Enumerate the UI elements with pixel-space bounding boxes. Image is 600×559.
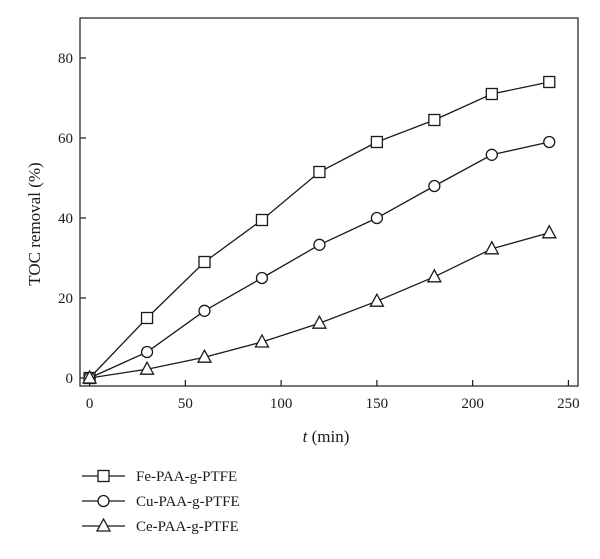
y-tick-label: 0 (66, 371, 74, 387)
series-triangle (81, 224, 557, 384)
data-point-triangle (139, 360, 155, 375)
x-axis-title: t (min) (303, 427, 350, 446)
axis-ticks: 0 50 100 150 200 250 0 20 40 60 80 (58, 51, 580, 412)
y-tick-label: 40 (58, 211, 73, 227)
legend: Fe-PAA-g-PTFE Cu-PAA-g-PTFE Ce-PAA-g-PTFE (82, 469, 240, 535)
data-point-circle (255, 271, 269, 285)
data-point-triangle (311, 314, 328, 329)
x-tick-label: 0 (86, 396, 94, 412)
series-line-square (89, 81, 550, 379)
y-axis-title: TOC removal (%) (25, 162, 44, 285)
data-point-circle (313, 238, 326, 251)
data-point-triangle (196, 348, 213, 363)
data-point-circle (543, 135, 556, 149)
legend-marker-circle (97, 494, 110, 508)
data-point-square (543, 75, 556, 89)
plot-frame (79, 17, 579, 387)
data-point-triangle (426, 268, 442, 283)
y-tick-label: 60 (58, 131, 73, 147)
legend-item-circle: Cu-PAA-g-PTFE (82, 494, 240, 510)
x-tick-label: 100 (270, 396, 293, 412)
x-axis-unit: (min) (307, 427, 349, 446)
legend-label: Ce-PAA-g-PTFE (136, 519, 239, 535)
x-tick-label: 250 (557, 396, 580, 412)
series-square (83, 75, 556, 385)
data-point-square (313, 165, 326, 179)
x-tick-label: 50 (178, 396, 193, 412)
y-tick-label: 20 (58, 291, 73, 307)
data-point-square (485, 87, 498, 101)
legend-item-triangle: Ce-PAA-g-PTFE (82, 517, 239, 535)
legend-marker-square (97, 469, 110, 483)
x-axis-variable: t (303, 427, 309, 446)
data-point-triangle (541, 224, 557, 239)
data-point-triangle (369, 292, 385, 307)
legend-item-square: Fe-PAA-g-PTFE (82, 469, 237, 485)
data-point-circle (485, 148, 498, 161)
data-point-square (198, 255, 211, 269)
data-point-triangle (484, 240, 500, 255)
data-point-square (370, 135, 384, 149)
data-point-square (428, 113, 441, 127)
data-point-circle (198, 304, 211, 317)
data-point-circle (140, 345, 154, 359)
x-tick-label: 150 (366, 396, 389, 412)
plot-border (79, 17, 579, 387)
y-tick-label: 80 (58, 51, 73, 67)
legend-label: Fe-PAA-g-PTFE (136, 469, 237, 485)
series-line-triangle (89, 232, 550, 379)
data-point-triangle (254, 333, 270, 348)
data-point-square (140, 311, 154, 325)
data-point-triangle (81, 369, 98, 384)
data-point-circle (370, 211, 384, 225)
legend-marker-triangle (95, 517, 112, 532)
series-layer (81, 75, 557, 385)
legend-label: Cu-PAA-g-PTFE (136, 494, 240, 510)
data-point-square (255, 213, 269, 227)
x-tick-label: 200 (461, 396, 484, 412)
data-point-circle (428, 179, 441, 193)
